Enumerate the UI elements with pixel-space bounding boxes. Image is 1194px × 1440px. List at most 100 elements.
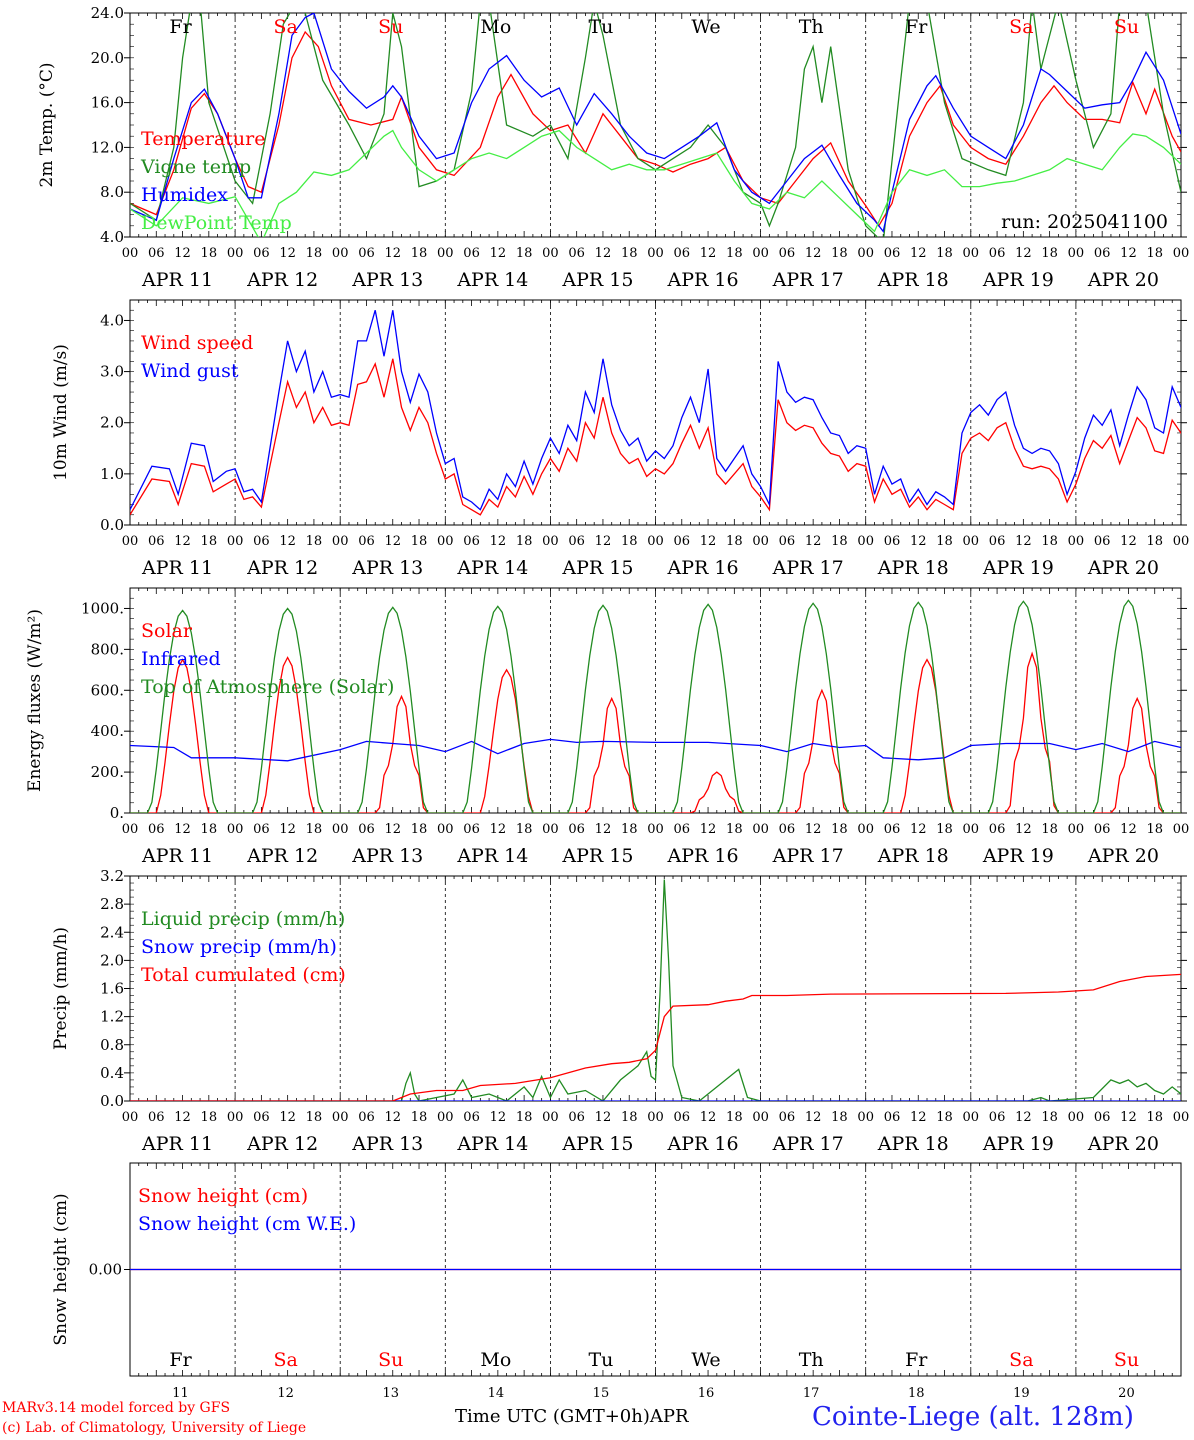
day-number-label: 19 xyxy=(1013,1386,1030,1401)
x-date-label: APR 11 xyxy=(141,269,213,291)
x-hour-label: 18 xyxy=(306,534,323,549)
x-hour-label: 18 xyxy=(726,1110,743,1125)
y-tick-label: 1.0 xyxy=(100,465,124,483)
x-hour-label: 12 xyxy=(384,1110,401,1125)
x-hour-label: 06 xyxy=(1094,534,1111,549)
x-hour-label: 06 xyxy=(1094,1110,1111,1125)
x-hour-label: 12 xyxy=(910,246,927,261)
series-dewpoint-temp xyxy=(130,129,1181,237)
series-solar xyxy=(130,651,1181,813)
x-hour-label: 18 xyxy=(621,534,638,549)
y-tick-label: 1000. xyxy=(81,599,124,617)
x-date-label: APR 19 xyxy=(982,1133,1054,1155)
legend-entry: Humidex xyxy=(141,184,228,206)
x-hour-label: 12 xyxy=(384,246,401,261)
x-hour-label: 00 xyxy=(332,1110,349,1125)
day-number-label: 15 xyxy=(593,1386,610,1401)
x-hour-label: 06 xyxy=(148,246,165,261)
legend-entry: Solar xyxy=(141,620,193,642)
x-hour-label: 00 xyxy=(963,822,980,837)
series-vigne-temp xyxy=(130,13,1181,237)
x-hour-label: 18 xyxy=(516,1110,533,1125)
day-number-label: 16 xyxy=(698,1386,715,1401)
x-hour-label: 18 xyxy=(936,1110,953,1125)
x-hour-label: 00 xyxy=(1068,1110,1085,1125)
x-date-label: APR 11 xyxy=(141,1133,213,1155)
x-hour-label: 12 xyxy=(805,246,822,261)
x-hour-label: 06 xyxy=(148,534,165,549)
y-tick-label: 0.8 xyxy=(100,1036,124,1054)
x-hour-label: 12 xyxy=(910,822,927,837)
x-hour-label: 12 xyxy=(805,1110,822,1125)
legend-entry: DewPoint Temp xyxy=(141,212,292,234)
x-hour-label: 06 xyxy=(253,822,270,837)
x-hour-label: 18 xyxy=(1146,1110,1163,1125)
legend-entry: Total cumulated (cm) xyxy=(141,964,346,986)
x-hour-label: 00 xyxy=(227,246,244,261)
y-tick-label: 0. xyxy=(110,804,124,822)
x-hour-label: 12 xyxy=(595,1110,612,1125)
time-axis-title: Time UTC (GMT+0h) xyxy=(455,1406,650,1427)
day-number-label: 18 xyxy=(908,1386,925,1401)
weekday-label: Th xyxy=(799,1349,824,1371)
weekday-label: Tu xyxy=(588,16,613,38)
x-hour-label: 12 xyxy=(700,534,717,549)
weekday-label: We xyxy=(691,1349,720,1371)
x-hour-label: 00 xyxy=(647,822,664,837)
series-infrared xyxy=(130,738,1181,762)
x-hour-label: 06 xyxy=(674,246,691,261)
x-hour-label: 06 xyxy=(989,822,1006,837)
x-hour-label: 00 xyxy=(647,534,664,549)
x-hour-label: 06 xyxy=(463,246,480,261)
x-hour-label: 00 xyxy=(122,534,139,549)
x-hour-label: 06 xyxy=(674,1110,691,1125)
day-number-label: 17 xyxy=(803,1386,820,1401)
x-hour-label: 00 xyxy=(857,1110,874,1125)
weekday-label: Th xyxy=(799,16,824,38)
x-date-label: APR 18 xyxy=(877,845,949,867)
y-tick-label: 200. xyxy=(91,763,124,781)
y-tick-label: 8.0 xyxy=(100,183,124,201)
x-hour-label: 06 xyxy=(253,246,270,261)
x-hour-label: 18 xyxy=(831,822,848,837)
day-number-label: 13 xyxy=(382,1386,399,1401)
x-hour-label: 00 xyxy=(437,1110,454,1125)
x-date-label: APR 15 xyxy=(561,1133,633,1155)
x-hour-label: 12 xyxy=(384,534,401,549)
x-hour-label: 18 xyxy=(1041,534,1058,549)
series-top-of-atmosphere-solar xyxy=(130,599,1181,813)
x-date-label: APR 19 xyxy=(982,269,1054,291)
y-tick-label: 2.0 xyxy=(100,414,124,432)
plot-frame xyxy=(129,299,1182,526)
weekday-label: Su xyxy=(378,1349,403,1371)
x-date-label: APR 15 xyxy=(561,269,633,291)
x-hour-label: 12 xyxy=(490,822,507,837)
x-hour-label: 06 xyxy=(463,822,480,837)
x-hour-label: 00 xyxy=(963,534,980,549)
x-hour-label: 12 xyxy=(174,822,191,837)
x-hour-label: 00 xyxy=(122,822,139,837)
weekday-label: Sa xyxy=(273,1349,297,1371)
x-date-label: APR 19 xyxy=(982,557,1054,579)
x-hour-label: 06 xyxy=(568,822,585,837)
y-tick-label: 2.4 xyxy=(100,923,124,941)
x-hour-label: 00 xyxy=(647,246,664,261)
x-hour-label: 06 xyxy=(989,534,1006,549)
y-axis-label: Precip (mm/h) xyxy=(51,927,71,1050)
x-hour-label: 12 xyxy=(595,246,612,261)
x-date-label: APR 17 xyxy=(772,269,844,291)
x-date-label: APR 13 xyxy=(351,1133,423,1155)
legend-entry: Wind speed xyxy=(141,332,253,354)
x-date-label: APR 12 xyxy=(246,845,318,867)
x-hour-label: 00 xyxy=(752,534,769,549)
x-hour-label: 12 xyxy=(805,822,822,837)
x-hour-label: 00 xyxy=(1173,246,1190,261)
x-date-label: APR 13 xyxy=(351,269,423,291)
x-hour-label: 00 xyxy=(437,822,454,837)
x-hour-label: 06 xyxy=(358,822,375,837)
x-hour-label: 00 xyxy=(542,822,559,837)
x-date-label: APR 12 xyxy=(246,1133,318,1155)
x-hour-label: 12 xyxy=(1120,246,1137,261)
y-tick-label: 3.2 xyxy=(100,867,124,885)
x-hour-label: 00 xyxy=(1068,822,1085,837)
